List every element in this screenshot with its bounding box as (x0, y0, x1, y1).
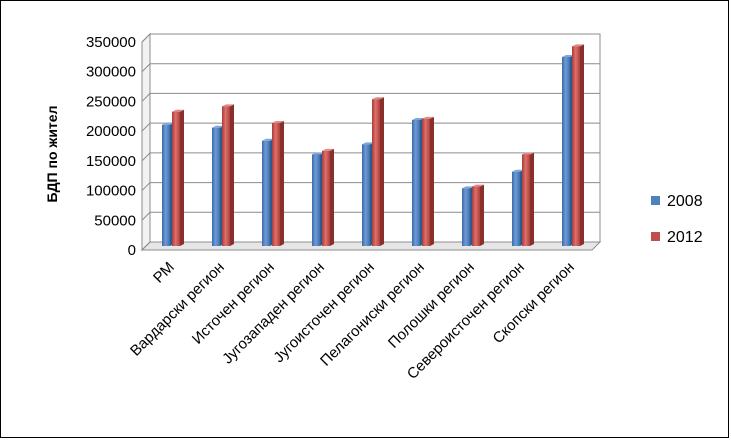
bar-2012 (422, 116, 434, 246)
gridline (141, 241, 600, 251)
bars (162, 44, 584, 246)
x-tick-label: РМ (150, 259, 178, 287)
bar-2012 (172, 109, 184, 246)
y-tick-label: 0 (128, 242, 136, 259)
y-tick-label: 200000 (86, 123, 136, 140)
y-tick-label: 100000 (86, 183, 136, 200)
y-axis-ticks: 0 50000 100000 150000 200000 250000 300000 3500… (86, 34, 136, 259)
legend-label: 2012 (667, 229, 703, 246)
bar-2012 (272, 120, 284, 246)
gridline (141, 92, 600, 102)
gridline (141, 122, 600, 132)
y-tick-label: 150000 (86, 153, 136, 170)
x-tick-label: Вардарски регион (127, 259, 228, 360)
gridline (141, 33, 600, 43)
bar-2012 (522, 152, 534, 246)
gridline (141, 182, 600, 191)
y-axis-label: БДП по жител (44, 106, 60, 203)
bar-2012 (322, 148, 334, 246)
legend-swatch (651, 196, 660, 205)
gridlines (141, 33, 600, 251)
bar-2012 (372, 97, 384, 246)
gridline (141, 211, 600, 221)
legend: 2008 2012 (651, 193, 703, 246)
y-tick-label: 300000 (86, 64, 136, 81)
legend-swatch (651, 232, 660, 241)
x-tick-label: Полошки регион (385, 259, 478, 352)
gridline (141, 152, 600, 162)
y-tick-label: 250000 (86, 93, 136, 110)
gridline (141, 63, 600, 73)
bar-2012 (472, 184, 484, 246)
legend-label: 2008 (667, 193, 703, 210)
bar-2012 (572, 44, 584, 246)
y-tick-label: 350000 (86, 34, 136, 51)
bar-2012 (222, 104, 234, 246)
y-tick-label: 50000 (94, 212, 136, 229)
